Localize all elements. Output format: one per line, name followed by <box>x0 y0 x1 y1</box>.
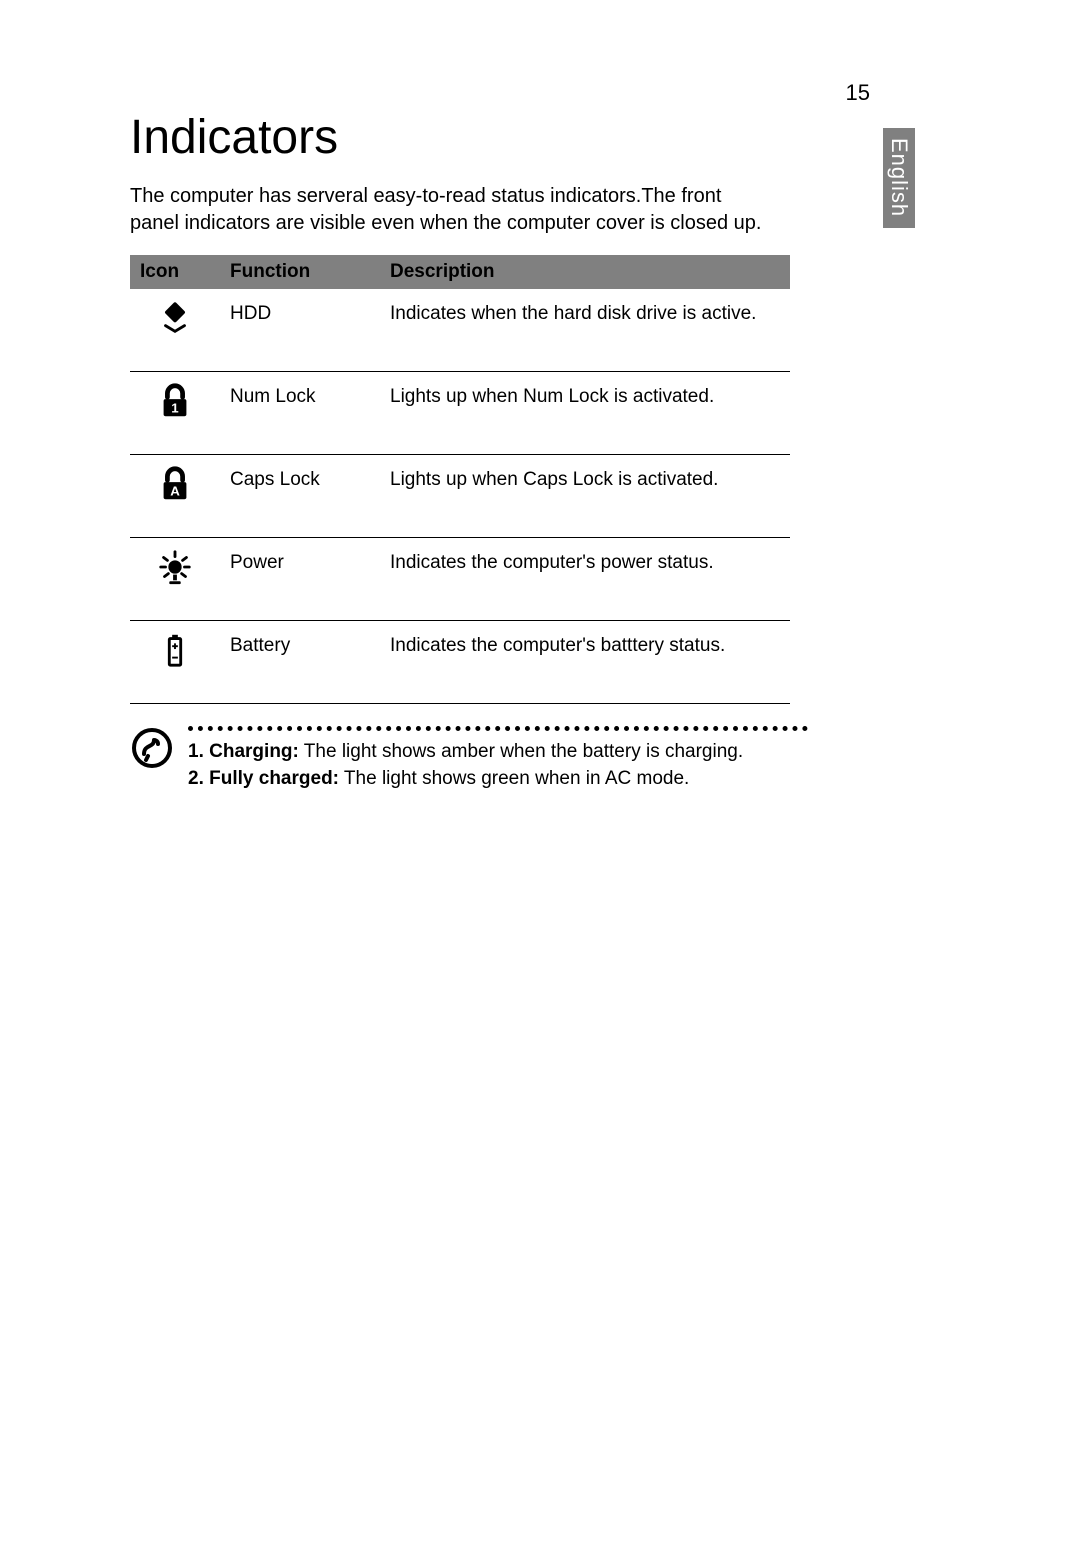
note-text: The light shows amber when the battery i… <box>299 741 743 762</box>
func-cell: Caps Lock <box>220 455 380 538</box>
table-row: 1 Num Lock Lights up when Num Lock is ac… <box>130 372 790 455</box>
hdd-icon <box>156 299 194 337</box>
page-number: 15 <box>846 80 870 106</box>
icon-cell: A <box>130 455 220 538</box>
page-title: Indicators <box>130 110 960 165</box>
power-icon <box>156 548 194 586</box>
icon-cell <box>130 289 220 372</box>
note-lead: Fully charged: <box>209 768 339 789</box>
desc-cell: Indicates the computer's batttery status… <box>380 621 790 704</box>
battery-icon <box>156 631 194 669</box>
func-cell: Power <box>220 538 380 621</box>
note-text: The light shows green when in AC mode. <box>339 768 689 789</box>
indicators-table: Icon Function Description <box>130 255 790 704</box>
desc-cell: Lights up when Caps Lock is activated. <box>380 455 790 538</box>
language-tab: English <box>883 128 915 228</box>
svg-text:1: 1 <box>171 400 179 415</box>
table-row: Battery Indicates the computer's battter… <box>130 621 790 704</box>
th-icon: Icon <box>130 255 220 289</box>
desc-cell: Indicates the computer's power status. <box>380 538 790 621</box>
func-cell: Num Lock <box>220 372 380 455</box>
note-num: 1. <box>188 741 204 762</box>
icon-cell <box>130 621 220 704</box>
intro-text: The computer has serveral easy-to-read s… <box>130 183 770 237</box>
manual-page: 15 English Indicators The computer has s… <box>0 0 1080 1549</box>
desc-cell: Lights up when Num Lock is activated. <box>380 372 790 455</box>
th-description: Description <box>380 255 790 289</box>
table-row: A Caps Lock Lights up when Caps Lock is … <box>130 455 790 538</box>
note-line-2: 2. Fully charged: The light shows green … <box>188 766 830 793</box>
caps-lock-icon: A <box>156 465 194 503</box>
icon-cell <box>130 538 220 621</box>
th-function: Function <box>220 255 380 289</box>
note-line-1: 1. Charging: The light shows amber when … <box>188 739 830 766</box>
table-row: HDD Indicates when the hard disk drive i… <box>130 289 790 372</box>
svg-text:A: A <box>170 483 180 498</box>
num-lock-icon: 1 <box>156 382 194 420</box>
note-body: 1. Charging: The light shows amber when … <box>188 726 830 792</box>
note-lead: Charging: <box>209 741 299 762</box>
dotted-divider <box>188 726 808 731</box>
func-cell: HDD <box>220 289 380 372</box>
desc-cell: Indicates when the hard disk drive is ac… <box>380 289 790 372</box>
note-icon <box>130 726 174 770</box>
note-num: 2. <box>188 768 204 789</box>
func-cell: Battery <box>220 621 380 704</box>
table-header-row: Icon Function Description <box>130 255 790 289</box>
note-block: 1. Charging: The light shows amber when … <box>130 726 830 792</box>
table-row: Power Indicates the computer's power sta… <box>130 538 790 621</box>
icon-cell: 1 <box>130 372 220 455</box>
